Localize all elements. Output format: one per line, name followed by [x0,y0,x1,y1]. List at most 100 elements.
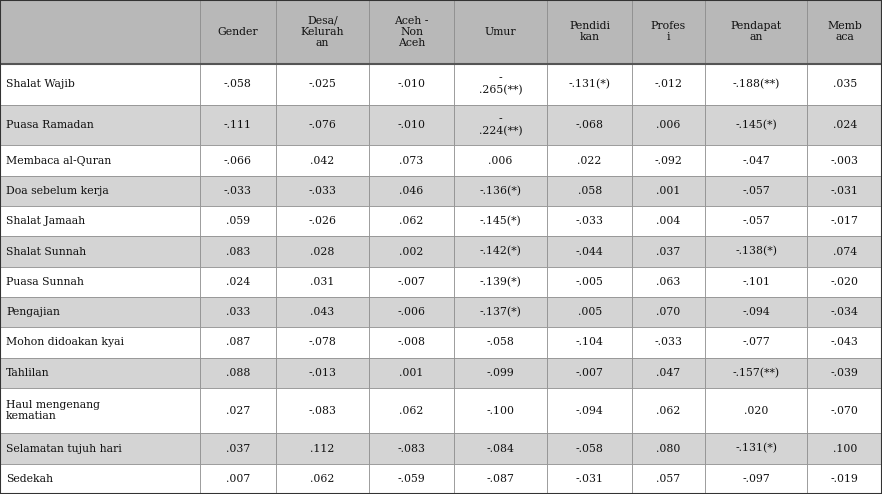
Bar [200,388,275,433]
Text: Shalat Jamaah: Shalat Jamaah [6,216,86,226]
Bar [275,105,370,145]
Bar [632,358,705,388]
Text: .070: .070 [656,307,680,317]
Bar [275,388,370,433]
Bar [632,64,705,105]
Text: -.044: -.044 [576,247,603,256]
Text: -.010: -.010 [398,79,425,89]
Bar [370,105,453,145]
Bar [275,297,370,328]
Text: -.084: -.084 [487,444,514,453]
Bar [807,105,882,145]
Text: .073: .073 [400,156,423,165]
Bar [807,297,882,328]
Text: Pendapat
an: Pendapat an [730,21,781,42]
Text: -.058: -.058 [576,444,603,453]
Bar [0,0,200,64]
Text: -.101: -.101 [742,277,770,287]
Bar [200,64,275,105]
Text: Memb
aca: Memb aca [827,21,863,42]
Bar [548,388,632,433]
Text: .083: .083 [226,247,250,256]
Bar [705,176,807,206]
Text: -.043: -.043 [831,337,859,347]
Text: -.087: -.087 [487,474,514,484]
Text: -.013: -.013 [309,368,336,378]
Text: .074: .074 [833,247,856,256]
Text: -.017: -.017 [831,216,859,226]
Text: -.100: -.100 [487,406,514,415]
Bar [275,206,370,237]
Text: Shalat Wajib: Shalat Wajib [6,79,75,89]
Bar [200,105,275,145]
Text: Doa sebelum kerja: Doa sebelum kerja [6,186,108,196]
Bar [807,388,882,433]
Text: .007: .007 [226,474,250,484]
Text: -.104: -.104 [576,337,603,347]
Bar [0,105,200,145]
Text: -.138(*): -.138(*) [735,247,777,257]
Bar [705,328,807,358]
Text: -.034: -.034 [831,307,859,317]
Bar [807,0,882,64]
Text: .006: .006 [489,156,512,165]
Bar [705,237,807,267]
Text: -.099: -.099 [487,368,514,378]
Text: .080: .080 [656,444,681,453]
Bar [0,267,200,297]
Bar [548,358,632,388]
Bar [370,358,453,388]
Bar [632,328,705,358]
Text: .088: .088 [226,368,250,378]
Text: .062: .062 [400,406,423,415]
Text: -.031: -.031 [831,186,859,196]
Bar [807,145,882,176]
Bar [370,0,453,64]
Bar [370,388,453,433]
Text: Puasa Sunnah: Puasa Sunnah [6,277,84,287]
Text: Pengajian: Pengajian [6,307,60,317]
Bar [275,237,370,267]
Bar [453,176,548,206]
Text: Haul mengenang
kematian: Haul mengenang kematian [6,400,100,421]
Bar [275,464,370,494]
Bar [370,176,453,206]
Text: .037: .037 [656,247,680,256]
Bar [548,145,632,176]
Bar [705,433,807,464]
Bar [275,328,370,358]
Text: .059: .059 [226,216,250,226]
Text: -.092: -.092 [654,156,683,165]
Text: -.025: -.025 [309,79,336,89]
Bar [548,267,632,297]
Text: -.057: -.057 [742,186,770,196]
Text: .087: .087 [226,337,250,347]
Bar [632,0,705,64]
Text: -
.265(**): - .265(**) [479,73,522,95]
Text: .047: .047 [656,368,680,378]
Bar [632,464,705,494]
Bar [0,64,200,105]
Bar [453,328,548,358]
Text: .027: .027 [226,406,250,415]
Bar [0,358,200,388]
Text: Aceh -
Non
Aceh: Aceh - Non Aceh [394,16,429,48]
Bar [200,176,275,206]
Text: -.007: -.007 [576,368,603,378]
Bar [632,176,705,206]
Bar [705,145,807,176]
Text: -.142(*): -.142(*) [480,247,521,257]
Bar [705,358,807,388]
Bar [632,105,705,145]
Bar [705,297,807,328]
Text: .005: .005 [578,307,602,317]
Text: .001: .001 [400,368,423,378]
Text: -.083: -.083 [398,444,425,453]
Bar [807,267,882,297]
Bar [0,206,200,237]
Text: .062: .062 [400,216,423,226]
Text: Selamatan tujuh hari: Selamatan tujuh hari [6,444,122,453]
Bar [705,0,807,64]
Text: -.076: -.076 [309,120,336,130]
Bar [0,176,200,206]
